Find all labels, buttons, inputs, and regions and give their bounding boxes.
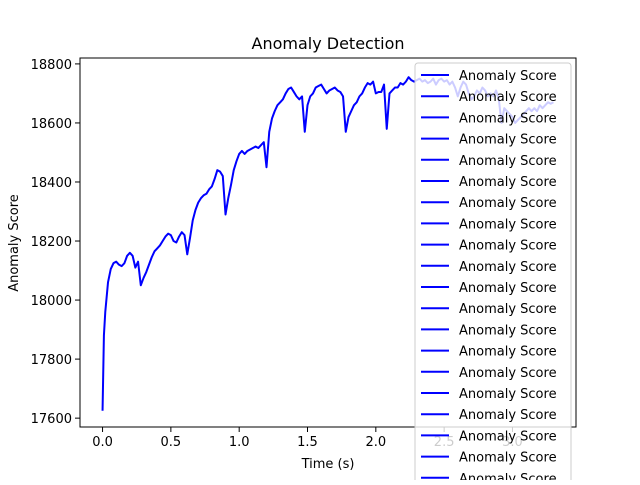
x-axis-title: Time (s) <box>301 457 355 472</box>
legend-label: Anomaly Score <box>459 281 557 296</box>
x-tick-label: 1.0 <box>229 435 250 450</box>
legend-label: Anomaly Score <box>459 111 557 126</box>
y-tick-label: 17800 <box>31 353 72 368</box>
legend-label: Anomaly Score <box>459 260 557 275</box>
legend-label: Anomaly Score <box>459 451 557 466</box>
y-tick-label: 18000 <box>31 294 72 309</box>
x-tick-label: 2.0 <box>365 435 386 450</box>
legend-label: Anomaly Score <box>459 154 557 169</box>
legend-label: Anomaly Score <box>459 90 557 105</box>
legend-label: Anomaly Score <box>459 175 557 190</box>
y-tick-label: 18800 <box>31 58 72 73</box>
y-axis-title: Anomaly Score <box>7 194 22 292</box>
legend-label: Anomaly Score <box>459 323 557 338</box>
legend-label: Anomaly Score <box>459 239 557 254</box>
legend-box <box>414 62 572 485</box>
axes-frame <box>79 57 577 428</box>
legend-label: Anomaly Score <box>459 429 557 444</box>
y-tick-label: 18400 <box>31 176 72 191</box>
legend-label: Anomaly Score <box>459 472 557 480</box>
x-tick-label: 0.0 <box>92 435 113 450</box>
legend-label: Anomaly Score <box>459 366 557 381</box>
legend-label: Anomaly Score <box>459 387 557 402</box>
legend-label: Anomaly Score <box>459 345 557 360</box>
x-tick-label: 0.5 <box>161 435 182 450</box>
legend-label: Anomaly Score <box>459 302 557 317</box>
y-tick-label: 18600 <box>31 117 72 132</box>
legend-label: Anomaly Score <box>459 408 557 423</box>
chart-title: Anomaly Detection <box>252 34 405 53</box>
legend-label: Anomaly Score <box>459 69 557 84</box>
legend: Anomaly Score Anomaly Score Anomaly Score A… <box>414 62 572 485</box>
legend-label: Anomaly Score <box>459 217 557 232</box>
legend-label: Anomaly Score <box>459 133 557 148</box>
y-tick-label: 18200 <box>31 235 72 250</box>
x-tick-label: 1.5 <box>297 435 318 450</box>
legend-label: Anomaly Score <box>459 196 557 211</box>
y-tick-label: 17600 <box>31 412 72 427</box>
